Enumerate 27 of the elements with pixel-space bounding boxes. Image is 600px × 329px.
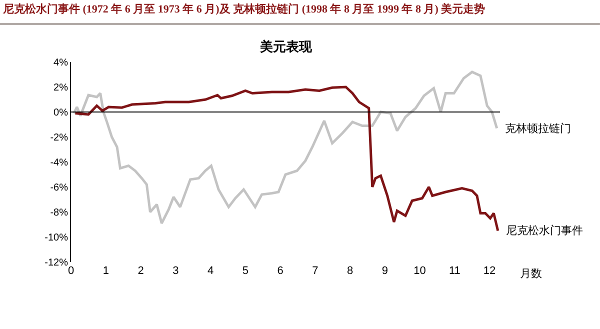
x-tick-label: 4	[207, 265, 214, 277]
y-tick-label: -8%	[50, 208, 68, 218]
y-tick-label: -6%	[50, 182, 68, 194]
y-tick-label: 4%	[54, 58, 68, 68]
x-tick-label: 9	[382, 265, 388, 277]
y-tick-label: -12%	[44, 258, 68, 268]
series-label: 尼克松水门事件	[506, 224, 583, 237]
x-tick-label: 7	[312, 265, 318, 277]
chart-title: 尼克松水门事件 (1972 年 6 月至 1973 年 6 月)及 克林顿拉链门 (1998 年 8 月至 1999 年 8 月) 美元走势	[2, 2, 486, 16]
chart-subtitle: 美元表现	[259, 39, 313, 54]
series-label: 克林顿拉链门	[505, 122, 571, 135]
x-tick-label: 6	[277, 265, 284, 277]
x-tick-label: 11	[448, 265, 460, 277]
x-axis-title: 月数	[520, 268, 542, 280]
x-tick-label: 3	[172, 265, 179, 277]
x-tick-label: 5	[242, 265, 248, 277]
x-tick-label: 10	[414, 265, 426, 277]
x-tick-label: 12	[483, 265, 496, 277]
y-tick-label: -4%	[50, 158, 68, 168]
x-tick-label: 0	[68, 265, 74, 277]
y-tick-label: -10%	[44, 232, 68, 244]
x-tick-label: 1	[102, 265, 109, 277]
y-tick-label: 0%	[54, 108, 68, 118]
x-tick-label: 2	[138, 265, 144, 277]
y-tick-label: 2%	[54, 82, 68, 94]
y-tick-label: -2%	[50, 132, 68, 144]
x-tick-label: 8	[346, 265, 354, 277]
